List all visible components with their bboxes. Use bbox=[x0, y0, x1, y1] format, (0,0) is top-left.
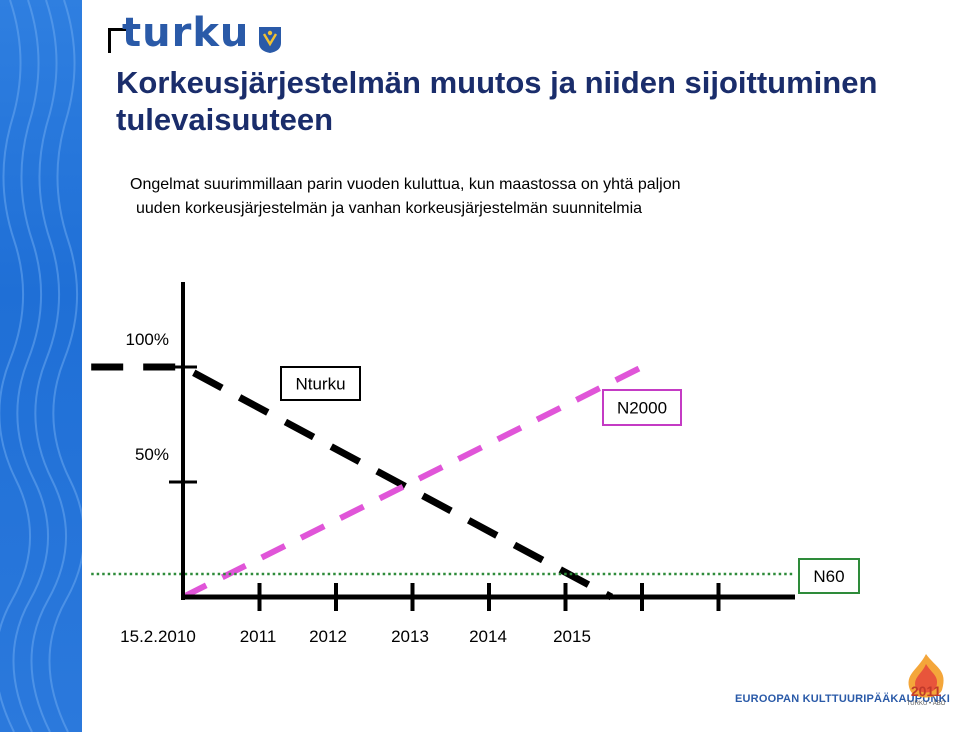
series-label-nturku: Nturku bbox=[295, 375, 345, 394]
y-tick-label: 100% bbox=[126, 330, 169, 349]
x-tick-label: 2014 bbox=[469, 627, 507, 646]
decorative-side-band bbox=[0, 0, 82, 732]
subtitle-line-1: Ongelmat suurimmillaan parin vuoden kulu… bbox=[130, 176, 681, 193]
footer-sub: TURKU • ÅBO bbox=[907, 700, 946, 707]
series-label-n60: N60 bbox=[813, 567, 844, 586]
series-nturku-line bbox=[91, 363, 614, 601]
logo-text: turku bbox=[122, 10, 250, 56]
series-label-box bbox=[798, 558, 860, 594]
capital-of-culture-logo: 2011 TURKU • ÅBO bbox=[907, 654, 946, 707]
y-tick-label: 50% bbox=[135, 445, 169, 464]
series-label-box bbox=[280, 366, 361, 401]
series-label-box bbox=[602, 389, 682, 426]
x-tick-label: 2015 bbox=[553, 627, 591, 646]
x-tick-label: 2012 bbox=[309, 627, 347, 646]
x-tick-label: 2013 bbox=[391, 627, 429, 646]
subtitle-line-2: uuden korkeusjärjestelmän ja vanhan kork… bbox=[136, 200, 643, 217]
wave-pattern bbox=[0, 0, 82, 732]
slide-title: Korkeusjärjestelmän muutos ja niiden sij… bbox=[116, 65, 878, 137]
footer-year: 2011 bbox=[911, 683, 942, 699]
city-crest-icon bbox=[259, 27, 281, 53]
x-tick-label: 2011 bbox=[240, 627, 277, 646]
turku-logo: turku bbox=[108, 10, 288, 60]
capital-of-culture-text: EUROOPAN KULTTUURIPÄÄKAUPUNKI bbox=[735, 693, 950, 705]
series-label-n2000: N2000 bbox=[617, 399, 667, 418]
x-tick-label: 15.2.2010 bbox=[120, 627, 196, 646]
logo-bracket bbox=[108, 28, 127, 53]
